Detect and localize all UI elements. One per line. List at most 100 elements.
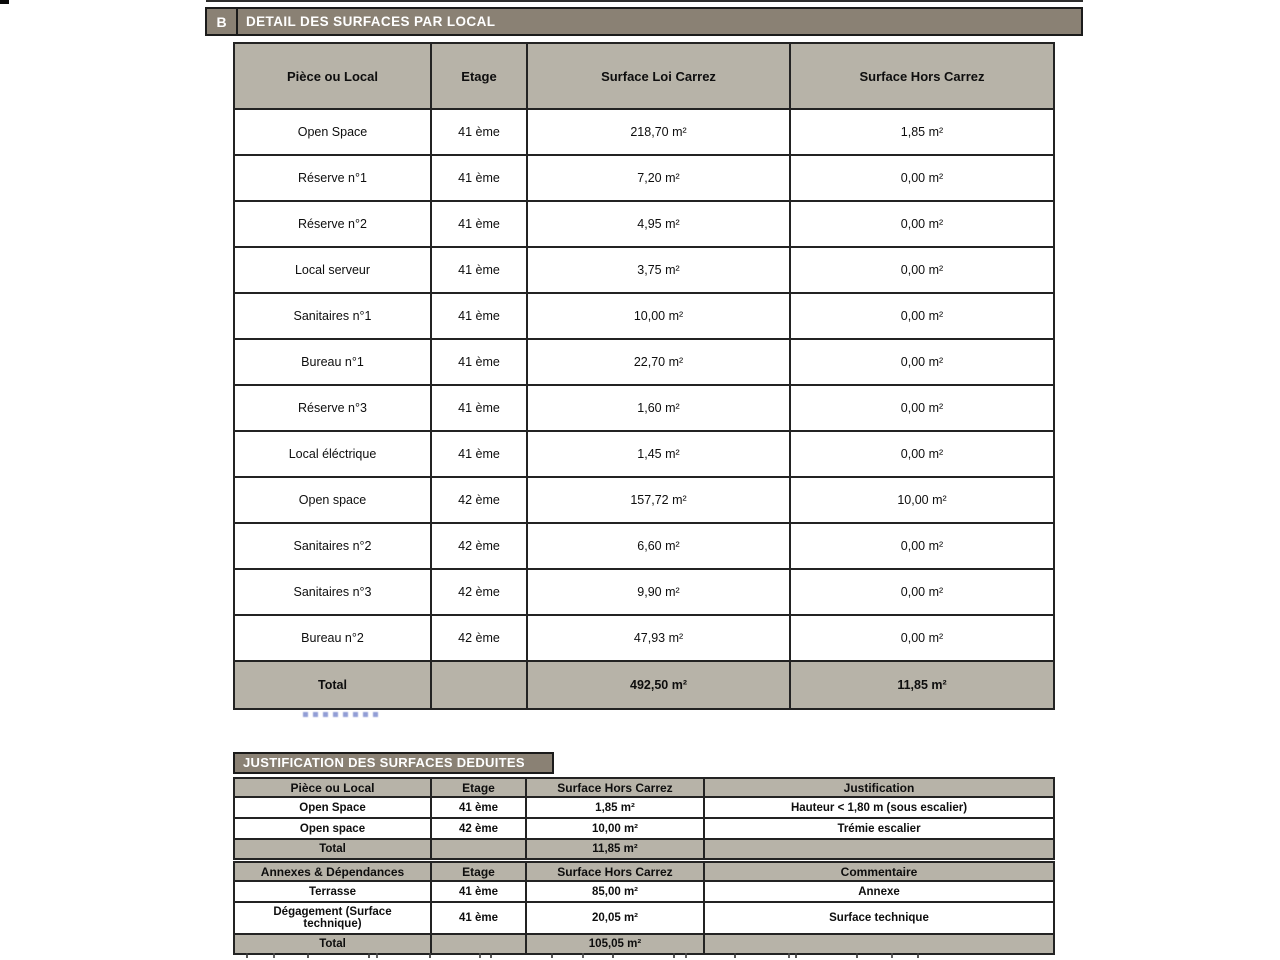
cell-hors-carrez: 10,00 m²	[789, 476, 1055, 524]
cell-loi-carrez: 6,60 m²	[526, 522, 791, 570]
cell-etage: 41 ème	[430, 796, 527, 819]
cell-piece: Réserve n°2	[233, 200, 432, 248]
section-title: DETAIL DES SURFACES PAR LOCAL	[246, 14, 496, 29]
col-header-etage: Etage	[430, 861, 527, 882]
cell-etage: 41 ème	[430, 246, 528, 294]
cell-etage: 41 ème	[430, 384, 528, 432]
watermark-text	[303, 712, 379, 717]
table-row: Sanitaires n°1 41 ème 10,00 m² 0,00 m²	[233, 292, 1055, 340]
table-header-row: Pièce ou Local Etage Surface Loi Carrez …	[233, 42, 1055, 110]
cell-etage: 42 ème	[430, 522, 528, 570]
cell-loi-carrez: 9,90 m²	[526, 568, 791, 616]
cell-piece: Open Space	[233, 108, 432, 156]
cell-piece: Sanitaires n°3	[233, 568, 432, 616]
total-etage	[430, 838, 527, 860]
cell-piece: Terrasse	[233, 880, 432, 903]
clipped-bottom-text	[246, 953, 926, 958]
section-letter: B	[207, 9, 238, 34]
table-row: Open space 42 ème 10,00 m² Trémie escali…	[233, 817, 1055, 840]
cell-etage: 41 ème	[430, 430, 528, 478]
col-header-hors-carrez: Surface Hors Carrez	[525, 861, 705, 882]
cell-hors-carrez: 20,05 m²	[525, 901, 705, 935]
cell-etage: 41 ème	[430, 338, 528, 386]
cell-hors-carrez: 0,00 m²	[789, 200, 1055, 248]
cell-hors-carrez: 0,00 m²	[789, 614, 1055, 662]
annexes-table: Annexes & Dépendances Etage Surface Hors…	[233, 861, 1055, 955]
col-header-justification: Justification	[703, 777, 1055, 798]
table-row: Bureau n°1 41 ème 22,70 m² 0,00 m²	[233, 338, 1055, 386]
total-etage	[430, 933, 527, 955]
table-total-row: Total 105,05 m²	[233, 933, 1055, 955]
cell-piece: Local serveur	[233, 246, 432, 294]
cell-hors-carrez: 1,85 m²	[525, 796, 705, 819]
cell-piece: Sanitaires n°1	[233, 292, 432, 340]
cell-hors-carrez: 0,00 m²	[789, 430, 1055, 478]
total-label: Total	[233, 933, 432, 955]
cell-hors-carrez: 0,00 m²	[789, 522, 1055, 570]
cell-loi-carrez: 157,72 m²	[526, 476, 791, 524]
total-justification	[703, 838, 1055, 860]
cell-etage: 41 ème	[430, 292, 528, 340]
page-top-rule	[206, 0, 1083, 2]
table-row: Local serveur 41 ème 3,75 m² 0,00 m²	[233, 246, 1055, 294]
cell-loi-carrez: 7,20 m²	[526, 154, 791, 202]
total-label: Total	[233, 838, 432, 860]
cell-loi-carrez: 3,75 m²	[526, 246, 791, 294]
cell-loi-carrez: 10,00 m²	[526, 292, 791, 340]
cell-hors-carrez: 0,00 m²	[789, 292, 1055, 340]
col-header-etage: Etage	[430, 42, 528, 110]
cell-hors-carrez: 0,00 m²	[789, 384, 1055, 432]
table-row: Réserve n°2 41 ème 4,95 m² 0,00 m²	[233, 200, 1055, 248]
total-hors-carrez: 11,85 m²	[789, 660, 1055, 710]
cell-piece: Réserve n°3	[233, 384, 432, 432]
total-hors-carrez: 105,05 m²	[525, 933, 705, 955]
cell-etage: 41 ème	[430, 154, 528, 202]
table-row: Terrasse 41 ème 85,00 m² Annexe	[233, 880, 1055, 903]
table-row: Bureau n°2 42 ème 47,93 m² 0,00 m²	[233, 614, 1055, 662]
table-row: Local éléctrique 41 ème 1,45 m² 0,00 m²	[233, 430, 1055, 478]
justification-section-title: JUSTIFICATION DES SURFACES DEDUITES	[233, 752, 554, 774]
cell-loi-carrez: 47,93 m²	[526, 614, 791, 662]
cell-hors-carrez: 0,00 m²	[789, 568, 1055, 616]
cell-piece: Open space	[233, 817, 432, 840]
col-header-piece: Pièce ou Local	[233, 42, 432, 110]
cell-piece: Bureau n°2	[233, 614, 432, 662]
table-row: Dégagement (Surface technique) 41 ème 20…	[233, 901, 1055, 935]
table-header-row: Annexes & Dépendances Etage Surface Hors…	[233, 861, 1055, 882]
cell-piece: Local éléctrique	[233, 430, 432, 478]
cell-etage: 42 ème	[430, 817, 527, 840]
col-header-loi-carrez: Surface Loi Carrez	[526, 42, 791, 110]
cell-etage: 42 ème	[430, 614, 528, 662]
cell-piece: Open space	[233, 476, 432, 524]
total-loi-carrez: 492,50 m²	[526, 660, 791, 710]
table-row: Sanitaires n°2 42 ème 6,60 m² 0,00 m²	[233, 522, 1055, 570]
section-b-banner: B DETAIL DES SURFACES PAR LOCAL	[205, 7, 1083, 36]
total-label: Total	[233, 660, 432, 710]
total-etage	[430, 660, 528, 710]
cell-loi-carrez: 218,70 m²	[526, 108, 791, 156]
table-row: Open Space 41 ème 218,70 m² 1,85 m²	[233, 108, 1055, 156]
table-header-row: Pièce ou Local Etage Surface Hors Carrez…	[233, 777, 1055, 798]
col-header-hors-carrez: Surface Hors Carrez	[789, 42, 1055, 110]
table-row: Réserve n°1 41 ème 7,20 m² 0,00 m²	[233, 154, 1055, 202]
cell-justification: Hauteur < 1,80 m (sous escalier)	[703, 796, 1055, 819]
cell-piece: Dégagement (Surface technique)	[233, 901, 432, 935]
cell-loi-carrez: 22,70 m²	[526, 338, 791, 386]
cell-hors-carrez: 85,00 m²	[525, 880, 705, 903]
table-row: Open space 42 ème 157,72 m² 10,00 m²	[233, 476, 1055, 524]
cell-etage: 41 ème	[430, 200, 528, 248]
cell-etage: 42 ème	[430, 568, 528, 616]
cell-etage: 42 ème	[430, 476, 528, 524]
cell-etage: 41 ème	[430, 901, 527, 935]
cell-commentaire: Surface technique	[703, 901, 1055, 935]
col-header-piece: Pièce ou Local	[233, 777, 432, 798]
col-header-etage: Etage	[430, 777, 527, 798]
col-header-annexes: Annexes & Dépendances	[233, 861, 432, 882]
col-header-commentaire: Commentaire	[703, 861, 1055, 882]
table-row: Sanitaires n°3 42 ème 9,90 m² 0,00 m²	[233, 568, 1055, 616]
total-commentaire	[703, 933, 1055, 955]
total-hors-carrez: 11,85 m²	[525, 838, 705, 860]
cell-hors-carrez: 0,00 m²	[789, 154, 1055, 202]
deducted-surfaces-table: Pièce ou Local Etage Surface Hors Carrez…	[233, 777, 1055, 860]
cell-etage: 41 ème	[430, 108, 528, 156]
